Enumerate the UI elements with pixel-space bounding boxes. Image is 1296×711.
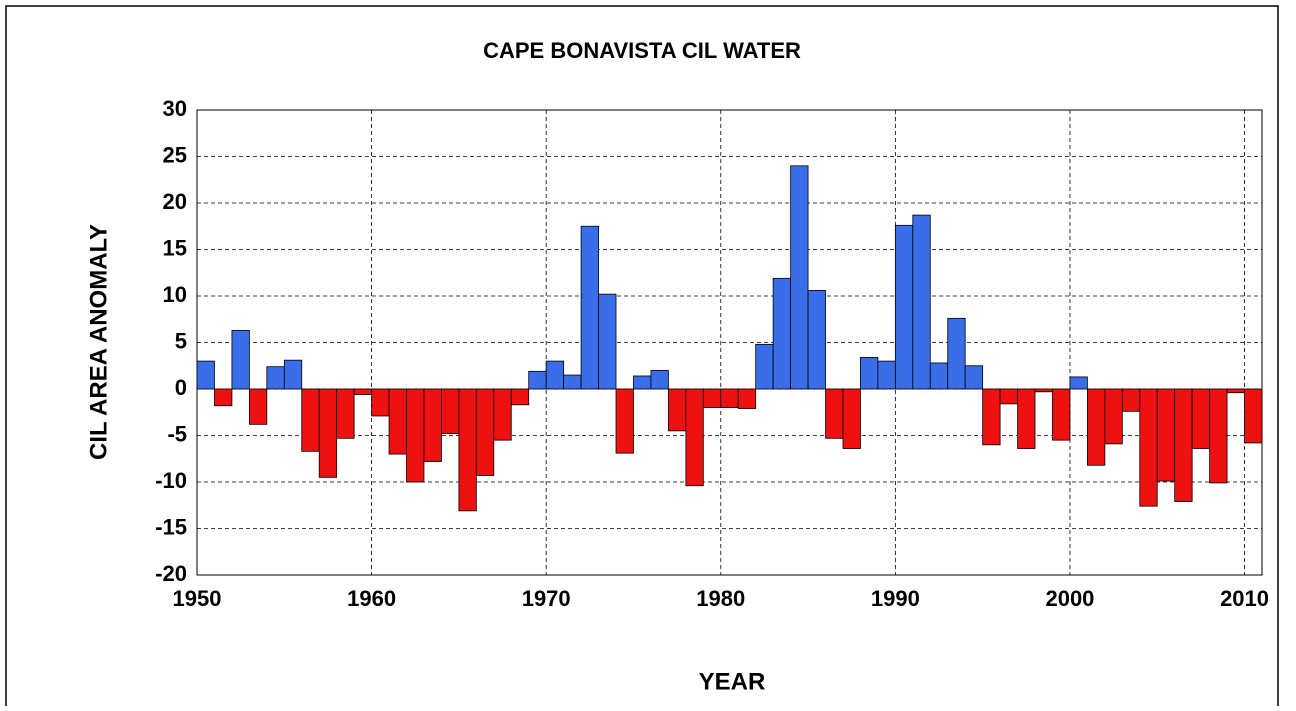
bar	[982, 388, 1001, 446]
y-tick-label: 25	[163, 142, 187, 167]
bar	[1191, 388, 1211, 449]
bar	[1121, 388, 1141, 412]
bar	[1034, 388, 1053, 393]
bar	[493, 388, 512, 441]
x-tick-label: 1950	[173, 586, 222, 611]
bar	[231, 330, 250, 390]
y-tick-label: -20	[155, 561, 187, 586]
bar	[825, 388, 844, 439]
plot-frame	[196, 109, 1263, 576]
bar	[388, 388, 407, 455]
bar	[1209, 388, 1228, 484]
y-tick-label: -10	[155, 468, 187, 493]
bar	[912, 214, 931, 390]
bar	[790, 165, 809, 390]
bar	[318, 388, 338, 478]
bar	[842, 388, 861, 449]
bar	[807, 290, 826, 390]
bar	[353, 388, 372, 395]
bar	[737, 388, 757, 409]
bar	[528, 370, 547, 390]
x-tick-label: 2010	[1220, 586, 1269, 611]
bar	[371, 388, 390, 417]
bar	[563, 374, 582, 390]
x-tick-label: 1980	[696, 586, 745, 611]
bar	[929, 362, 949, 390]
bar	[633, 375, 652, 390]
bar	[1104, 388, 1123, 445]
bar	[1244, 388, 1263, 444]
bar	[214, 388, 233, 407]
chart-title: CAPE BONAVISTA CIL WATER	[483, 38, 801, 63]
bar	[423, 388, 442, 462]
bar	[1226, 388, 1245, 394]
bar	[964, 365, 984, 390]
x-tick-label: 1970	[522, 586, 571, 611]
bar	[947, 317, 966, 390]
bar	[894, 224, 914, 390]
chart-frame	[5, 5, 1279, 711]
bar	[877, 360, 896, 390]
bar	[598, 293, 617, 390]
bar	[248, 388, 268, 425]
bar	[266, 366, 285, 390]
bar	[720, 388, 739, 409]
x-tick-label: 1990	[871, 586, 920, 611]
y-tick-label: 30	[163, 96, 187, 121]
bar	[755, 343, 774, 390]
bar	[615, 388, 634, 454]
bar	[545, 360, 565, 390]
bar	[1052, 388, 1071, 441]
bar	[475, 388, 495, 476]
bar	[283, 359, 303, 390]
bar	[1069, 376, 1088, 390]
y-tick-label: 15	[163, 235, 187, 260]
bar	[1156, 388, 1176, 482]
y-tick-label: 0	[175, 375, 187, 400]
y-axis-label: CIL AREA ANOMALY	[85, 224, 112, 460]
bar	[667, 388, 687, 432]
y-tick-label: 10	[163, 282, 187, 307]
bar	[999, 388, 1018, 405]
bar	[441, 388, 460, 435]
bar	[301, 388, 320, 452]
y-tick-label: 5	[175, 328, 187, 353]
bar	[702, 388, 722, 409]
bar	[685, 388, 704, 487]
bar	[772, 277, 792, 390]
bar	[458, 388, 477, 512]
y-tick-label: 20	[163, 189, 187, 214]
bar	[650, 369, 669, 390]
y-tick-label: -15	[155, 514, 187, 539]
y-tick-label: -5	[167, 421, 187, 446]
bar	[860, 356, 879, 390]
bar	[336, 388, 355, 439]
x-tick-label: 1960	[347, 586, 396, 611]
x-axis-label: YEAR	[699, 668, 766, 695]
bar	[196, 360, 215, 390]
bar	[406, 388, 425, 483]
bar	[580, 225, 599, 390]
x-tick-label: 2000	[1045, 586, 1094, 611]
bar	[1017, 388, 1036, 449]
bar	[1087, 388, 1106, 466]
bar	[1139, 388, 1158, 507]
bar	[1174, 388, 1193, 502]
bar	[510, 388, 530, 406]
